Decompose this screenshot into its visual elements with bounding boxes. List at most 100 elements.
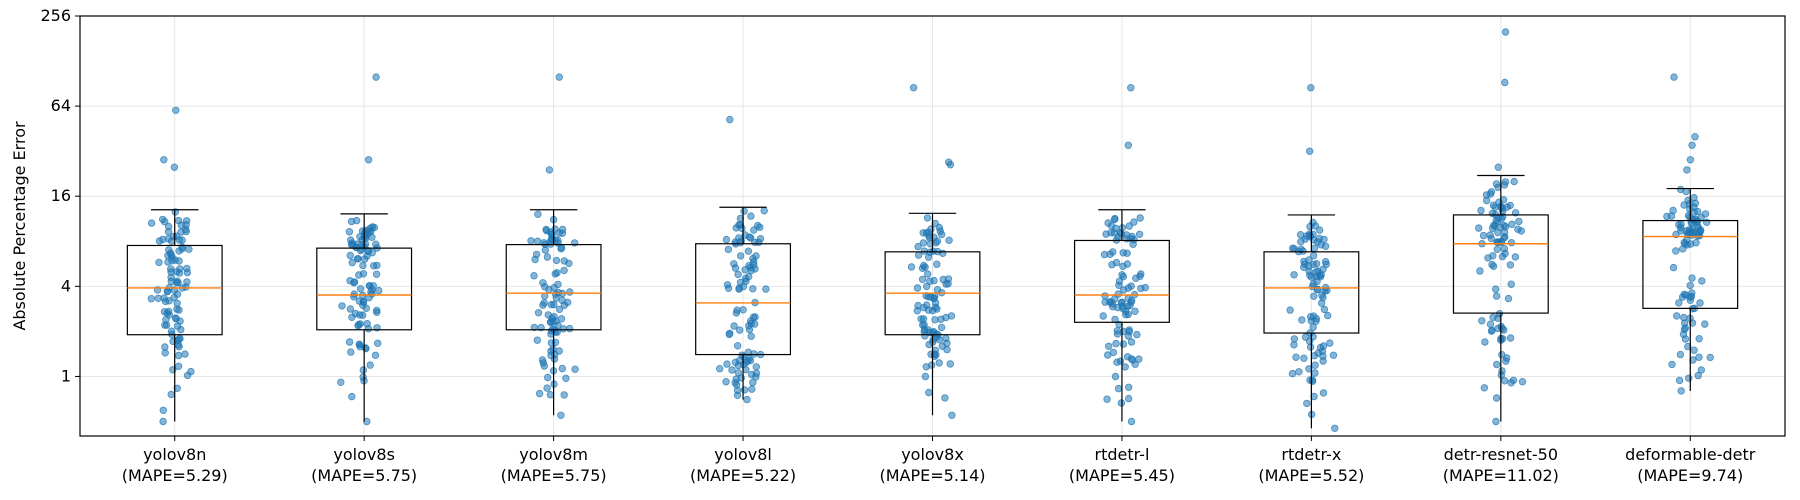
data-point [1669, 206, 1677, 215]
data-point [348, 392, 356, 401]
data-point [147, 219, 156, 227]
data-point [1312, 260, 1321, 268]
data-point [1305, 365, 1313, 373]
x-category-mape-label: (MAPE=9.74) [1637, 466, 1743, 485]
data-point [530, 323, 538, 332]
data-point [1133, 330, 1141, 339]
data-point [1103, 351, 1112, 359]
data-point [1303, 399, 1311, 408]
data-point [1492, 360, 1501, 369]
data-point [172, 278, 181, 287]
data-point [1683, 166, 1691, 174]
data-point [1112, 339, 1120, 348]
data-point [1501, 178, 1510, 186]
data-point [359, 261, 367, 270]
data-point [933, 260, 941, 268]
data-point [1676, 350, 1685, 359]
data-point [364, 156, 373, 164]
data-point [724, 245, 733, 254]
data-point [751, 238, 759, 246]
data-point [1119, 262, 1127, 270]
data-point [1290, 271, 1298, 279]
data-point [554, 280, 562, 289]
data-point [925, 388, 933, 397]
data-point [933, 237, 942, 245]
data-point [937, 323, 946, 332]
data-point [542, 225, 550, 234]
data-point [1678, 245, 1687, 253]
data-point [539, 301, 547, 309]
y-tick-label: 1 [61, 366, 71, 385]
data-point [1119, 286, 1128, 294]
data-point [1309, 323, 1317, 331]
data-point [1507, 379, 1515, 387]
data-point [1119, 272, 1128, 281]
data-point [722, 378, 730, 386]
data-point [175, 236, 184, 244]
data-point [178, 245, 186, 253]
data-point [1119, 249, 1127, 257]
data-point [924, 270, 932, 278]
data-point [1477, 206, 1485, 215]
data-point [946, 360, 954, 368]
data-point [731, 264, 740, 272]
data-point [1302, 232, 1311, 240]
data-point [1678, 293, 1687, 301]
data-point [716, 365, 724, 373]
x-category-label: deformable-detr [1625, 445, 1756, 464]
data-point [1684, 342, 1692, 351]
data-point [1101, 292, 1109, 300]
data-point [1112, 258, 1121, 267]
iqr-box [695, 243, 792, 356]
data-point [1697, 366, 1705, 374]
data-point [1104, 342, 1113, 350]
x-category-label: yolov8m [519, 445, 588, 464]
data-point [1489, 201, 1498, 209]
data-point [544, 373, 552, 382]
data-point [161, 349, 169, 357]
data-point [1124, 141, 1132, 149]
data-point [1487, 327, 1496, 335]
data-point [1497, 214, 1506, 223]
data-point [553, 269, 561, 277]
data-point [552, 256, 561, 265]
data-point [931, 299, 940, 307]
data-point [1492, 394, 1501, 402]
data-point [373, 308, 381, 316]
data-point [527, 237, 535, 245]
x-category-mape-label: (MAPE=11.02) [1443, 466, 1559, 485]
data-point [359, 366, 367, 374]
data-point [921, 372, 930, 381]
iqr-box [1073, 239, 1170, 323]
data-point [928, 361, 936, 369]
data-point [558, 364, 566, 373]
data-point [1290, 341, 1298, 349]
data-point [1690, 346, 1698, 354]
data-point [737, 252, 745, 260]
data-point [936, 227, 944, 235]
data-point [1695, 335, 1703, 343]
data-point [1501, 222, 1510, 231]
y-tick-label: 64 [51, 96, 71, 115]
data-point [347, 348, 355, 356]
data-point [1670, 73, 1678, 81]
data-point [919, 239, 928, 247]
data-point [168, 253, 176, 261]
data-point [942, 334, 950, 343]
data-point [534, 309, 543, 317]
data-point [1115, 277, 1124, 285]
data-point [530, 272, 538, 280]
data-point [543, 253, 552, 261]
data-point [1128, 232, 1136, 241]
data-point [1286, 306, 1294, 314]
data-point [160, 156, 168, 164]
data-point [159, 417, 167, 426]
data-point [1696, 299, 1704, 307]
data-point [1319, 389, 1328, 397]
data-point [549, 317, 557, 325]
data-point [534, 210, 542, 218]
data-point [1698, 277, 1706, 285]
data-point [1498, 351, 1506, 359]
data-point [747, 266, 755, 275]
data-point [1706, 353, 1714, 362]
